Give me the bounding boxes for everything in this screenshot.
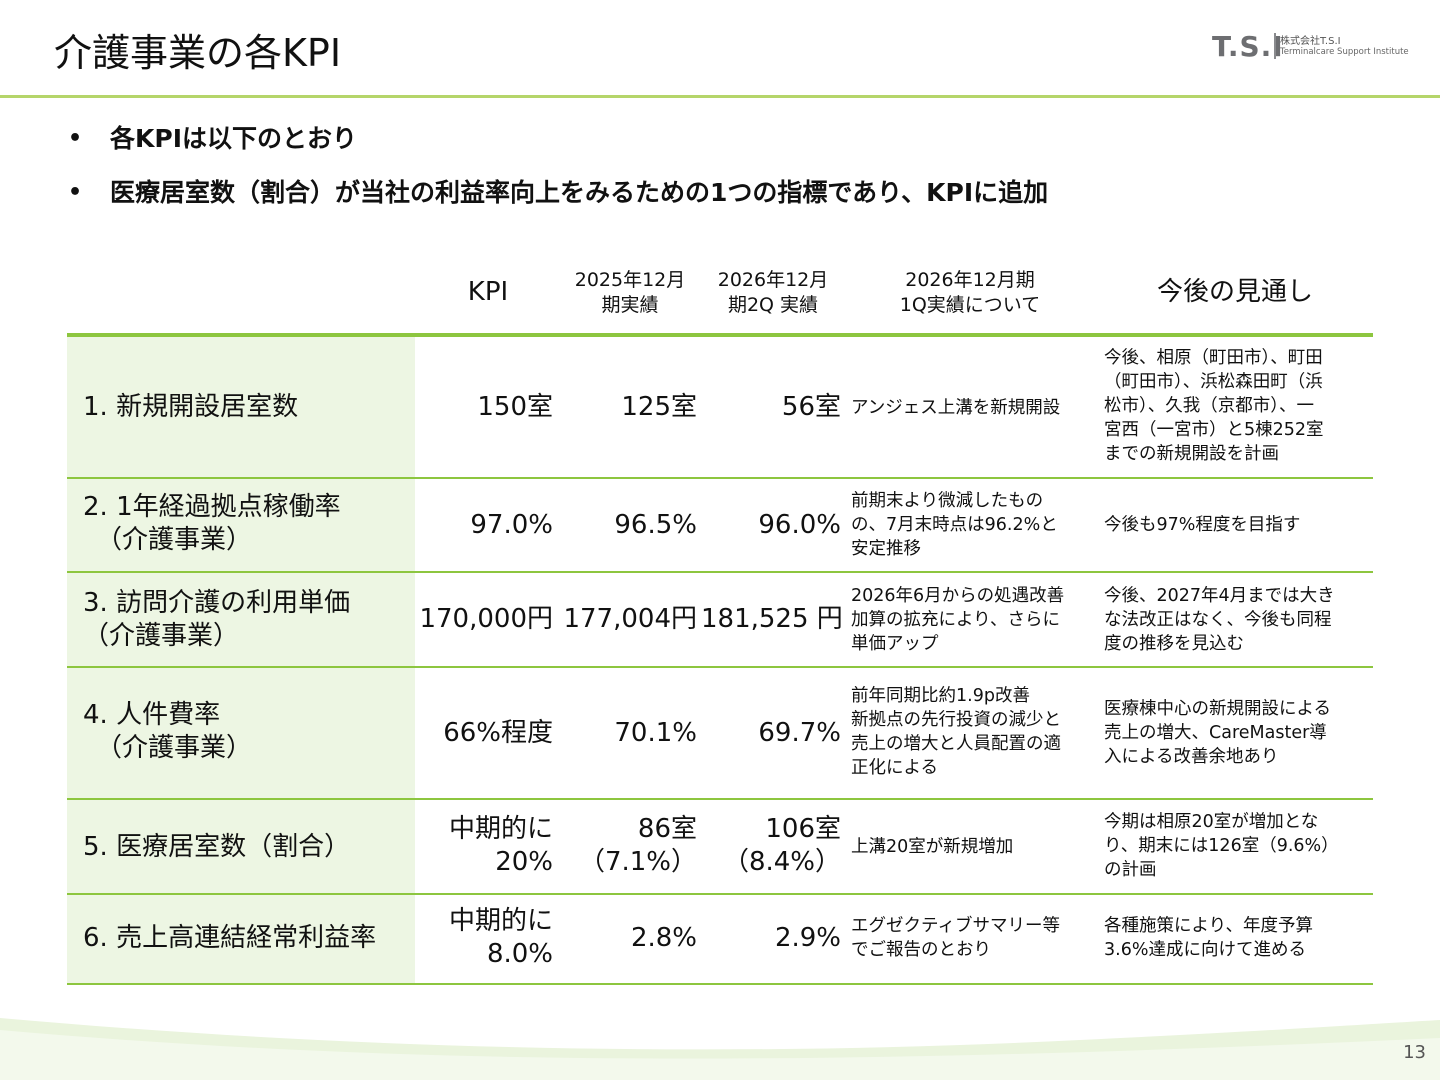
- company-logo: T.S.I 株式会社T.S.I Terminalcare Support Ins…: [1212, 30, 1412, 64]
- logo-subtitle: Terminalcare Support Institute: [1280, 47, 1409, 57]
- page-number: 13: [1403, 1042, 1426, 1063]
- column-header-fy2026-2q: 2026年12月 期2Q 実績: [717, 269, 829, 316]
- fy2026-2q-value: 2.9%: [774, 923, 841, 953]
- bullet-item: 各KPIは以下のとおり: [68, 124, 1048, 154]
- column-header-kpi: KPI: [467, 277, 509, 307]
- fy2026-2q-value: 106室 （8.4%）: [722, 814, 841, 877]
- table-row: 4. 人件費率 （介護事業） 66%程度 70.1% 69.7% 前年同期比約1…: [67, 668, 1373, 800]
- q1-comment: 上溝20室が新規増加: [851, 837, 1014, 857]
- row-label: 1. 新規開設居室数: [83, 392, 299, 422]
- logo-company-name: 株式会社T.S.I: [1280, 36, 1341, 47]
- table-header-rule: [67, 333, 1373, 337]
- row-label: 5. 医療居室数（割合）: [83, 832, 351, 862]
- row-label-cell: 4. 人件費率 （介護事業）: [67, 668, 415, 798]
- table-row: 6. 売上高連結経常利益率 中期的に 8.0% 2.8% 2.9% エグゼクティ…: [67, 895, 1373, 985]
- kpi-value: 中期的に 20%: [448, 814, 553, 877]
- fy2025-value: 86室 （7.1%）: [578, 814, 697, 877]
- kpi-value: 150室: [477, 392, 553, 422]
- row-label-cell: 6. 売上高連結経常利益率: [67, 895, 415, 983]
- q1-comment: アンジェス上溝を新規開設: [851, 398, 1061, 418]
- row-label-cell: 1. 新規開設居室数: [67, 337, 415, 477]
- logo-divider: [1274, 33, 1276, 59]
- kpi-value: 170,000円: [419, 604, 553, 634]
- footer-wave: [0, 1018, 1440, 1080]
- outlook-text: 各種施策により、年度予算 3.6%達成に向けて進める: [1104, 916, 1313, 960]
- fy2025-value: 125室: [621, 392, 697, 422]
- row-label: 3. 訪問介護の利用単価 （介護事業）: [83, 588, 351, 651]
- column-header-fy2025: 2025年12月 期実績: [574, 269, 686, 316]
- kpi-value: 97.0%: [470, 510, 553, 540]
- q1-comment: エグゼクティブサマリー等 でご報告のとおり: [851, 916, 1060, 960]
- kpi-value: 中期的に 8.0%: [448, 906, 553, 969]
- row-label: 2. 1年経過拠点稼働率 （介護事業）: [83, 492, 341, 555]
- column-header-outlook: 今後の見通し: [1156, 277, 1313, 307]
- kpi-value: 66%程度: [443, 718, 553, 748]
- column-header-q1-comment: 2026年12月期 1Q実績について: [899, 269, 1041, 316]
- bullet-item: 医療居室数（割合）が当社の利益率向上をみるための1つの指標であり、KPIに追加: [68, 178, 1048, 208]
- row-label-cell: 2. 1年経過拠点稼働率 （介護事業）: [67, 479, 415, 571]
- outlook-text: 今後も97%程度を目指す: [1104, 515, 1301, 535]
- table-row: 3. 訪問介護の利用単価 （介護事業） 170,000円 177,004円 18…: [67, 573, 1373, 668]
- page-title: 介護事業の各KPI: [54, 31, 342, 75]
- fy2025-value: 96.5%: [614, 510, 697, 540]
- table-row: 1. 新規開設居室数 150室 125室 56室 アンジェス上溝を新規開設 今後…: [67, 337, 1373, 479]
- fy2026-2q-value: 96.0%: [758, 510, 841, 540]
- row-label-cell: 3. 訪問介護の利用単価 （介護事業）: [67, 573, 415, 666]
- fy2025-value: 177,004円: [563, 604, 697, 634]
- outlook-text: 医療棟中心の新規開設による 売上の増大、CareMaster導 入による改善余地…: [1104, 699, 1331, 767]
- logo-mark: T.S.I: [1212, 30, 1284, 63]
- header-divider: [0, 95, 1440, 98]
- row-label: 4. 人件費率 （介護事業）: [83, 700, 253, 763]
- fy2026-2q-value: 69.7%: [758, 718, 841, 748]
- row-label: 6. 売上高連結経常利益率: [83, 923, 377, 953]
- q1-comment: 2026年6月からの処遇改善 加算の拡充により、さらに 単価アップ: [851, 586, 1065, 654]
- fy2025-value: 70.1%: [614, 718, 697, 748]
- q1-comment: 前年同期比約1.9p改善 新拠点の先行投資の減少と 売上の増大と人員配置の適 正…: [851, 686, 1061, 778]
- row-label-cell: 5. 医療居室数（割合）: [67, 800, 415, 893]
- fy2025-value: 2.8%: [630, 923, 697, 953]
- outlook-text: 今後、相原（町田市）、町田 （町田市）、浜松森田町（浜 松市）、久我（京都市）、…: [1104, 348, 1324, 464]
- outlook-text: 今後、2027年4月までは大き な法改正はなく、今後も同程 度の推移を見込む: [1104, 586, 1335, 654]
- q1-comment: 前期末より微減したもの の、7月末時点は96.2%と 安定推移: [851, 491, 1058, 559]
- bullet-list: 各KPIは以下のとおり 医療居室数（割合）が当社の利益率向上をみるための1つの指…: [68, 124, 1048, 232]
- fy2026-2q-value: 181,525 円: [701, 604, 843, 634]
- table-row: 2. 1年経過拠点稼働率 （介護事業） 97.0% 96.5% 96.0% 前期…: [67, 479, 1373, 573]
- fy2026-2q-value: 56室: [781, 392, 841, 422]
- outlook-text: 今期は相原20室が増加とな り、期末には126室（9.6%） の計画: [1104, 812, 1339, 880]
- table-row: 5. 医療居室数（割合） 中期的に 20% 86室 （7.1%） 106室 （8…: [67, 800, 1373, 895]
